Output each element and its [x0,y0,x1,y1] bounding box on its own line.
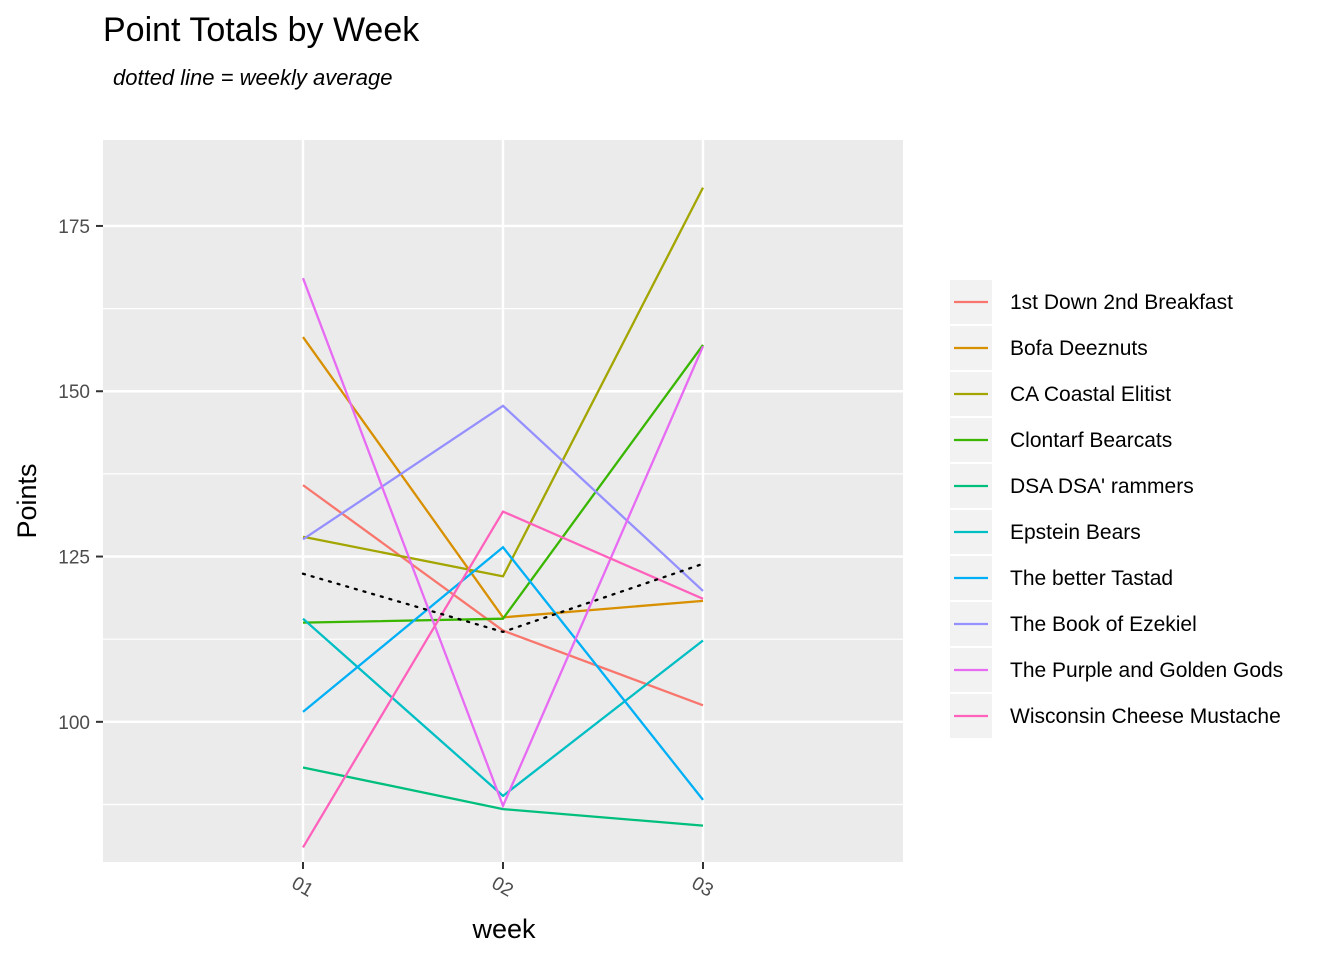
legend-label: DSA DSA' rammers [1010,475,1194,498]
legend-label: 1st Down 2nd Breakfast [1010,291,1233,314]
y-tick-label: 175 [58,217,90,238]
x-tick-label: 02 [488,873,517,902]
legend-label: CA Coastal Elitist [1010,383,1171,406]
major-gridlines [103,140,903,862]
y-axis: 100 125 150 175 [58,217,103,734]
series-line [302,617,704,798]
legend-label: Bofa Deeznuts [1010,337,1148,360]
series-lines [301,187,705,849]
legend-label: Clontarf Bearcats [1010,429,1172,452]
series-line [302,510,704,849]
legend-label: The Book of Ezekiel [1010,613,1197,636]
weekly-average-line [301,562,705,634]
chart-subtitle: dotted line = weekly average [113,65,392,90]
series-line [302,766,704,827]
series-line [301,277,705,809]
legend-label: The Purple and Golden Gods [1010,659,1283,682]
y-tick-label: 125 [58,548,90,569]
legend-label: Wisconsin Cheese Mustache [1010,705,1281,728]
y-tick-label: 100 [58,713,90,734]
x-tick-label: 03 [688,873,717,902]
weekly-average-layer [301,562,705,634]
series-line [302,484,704,707]
x-axis: 01 02 03 [288,862,717,902]
x-tick-label: 01 [288,873,317,902]
chart-title: Point Totals by Week [103,11,420,49]
legend-label: Epstein Bears [1010,521,1141,544]
x-axis-title: week [471,914,536,944]
series-line [302,344,704,624]
series-line [302,404,704,592]
y-axis-title: Points [12,463,42,538]
series-line [302,187,705,578]
legend: 1st Down 2nd Breakfast Bofa Deeznuts CA Co… [950,280,1283,738]
series-line [302,545,704,801]
y-tick-label: 150 [58,382,90,403]
legend-label: The better Tastad [1010,567,1173,590]
